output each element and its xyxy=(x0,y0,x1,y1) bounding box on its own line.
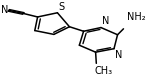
Text: S: S xyxy=(58,2,64,12)
Text: N: N xyxy=(0,5,8,15)
Text: N: N xyxy=(115,50,122,60)
Text: NH₂: NH₂ xyxy=(127,12,145,22)
Text: N: N xyxy=(102,16,110,26)
Text: CH₃: CH₃ xyxy=(95,66,113,76)
